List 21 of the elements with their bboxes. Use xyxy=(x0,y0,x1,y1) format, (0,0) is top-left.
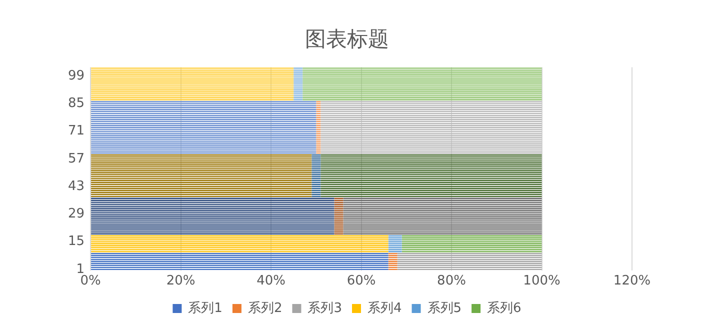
y-tick-label: 57 xyxy=(68,151,85,166)
chart-title: 图表标题 xyxy=(305,27,389,52)
y-tick-label: 43 xyxy=(68,178,85,194)
legend-label: 系列2 xyxy=(248,300,282,316)
x-tick-label: 60% xyxy=(346,274,376,289)
y-tick-label: 85 xyxy=(68,96,85,112)
x-tick-label: 80% xyxy=(437,274,466,289)
x-tick-label: 120% xyxy=(613,274,651,289)
x-tick-label: 100% xyxy=(523,274,560,289)
x-tick-label: 40% xyxy=(256,274,286,289)
legend-label: 系列6 xyxy=(487,300,522,316)
legend-label: 系列1 xyxy=(188,300,222,316)
x-tick-label: 0% xyxy=(80,274,101,289)
legend-label: 系列5 xyxy=(427,300,462,316)
y-tick-label: 15 xyxy=(68,234,85,250)
y-tick-label: 99 xyxy=(68,68,85,84)
x-tick-label: 20% xyxy=(166,274,196,289)
legend-label: 系列3 xyxy=(308,300,342,316)
y-tick-label: 71 xyxy=(68,124,85,139)
legend-label: 系列4 xyxy=(368,300,402,316)
y-tick-label: 29 xyxy=(68,206,85,222)
